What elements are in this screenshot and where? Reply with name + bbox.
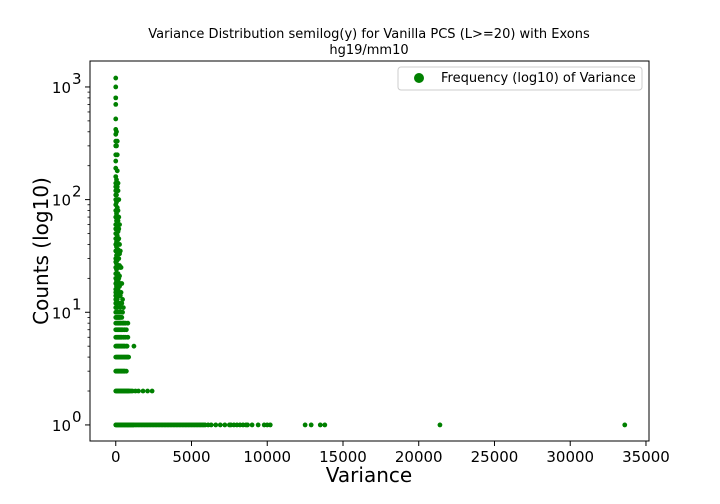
legend-label: Frequency (log10) of Variance xyxy=(441,71,636,86)
y-tick-label: 10 xyxy=(52,304,71,322)
chart-subtitle: hg19/mm10 xyxy=(329,43,408,58)
data-point xyxy=(245,422,250,428)
data-point xyxy=(116,236,122,242)
data-point xyxy=(115,180,121,186)
y-tick-exponent: 2 xyxy=(72,183,82,201)
data-point xyxy=(123,327,129,333)
y-tick-exponent: 1 xyxy=(72,295,82,313)
data-point xyxy=(116,197,122,203)
data-point xyxy=(117,248,123,254)
data-point xyxy=(120,309,125,315)
data-point xyxy=(222,422,228,428)
data-point xyxy=(120,305,126,311)
x-tick-label: 30000 xyxy=(546,448,594,466)
data-point xyxy=(437,422,443,428)
data-point xyxy=(116,256,122,261)
y-tick-label: 10 xyxy=(52,192,71,210)
data-point xyxy=(118,290,124,295)
data-point xyxy=(308,422,314,428)
data-point xyxy=(119,281,125,286)
legend-marker xyxy=(414,73,424,83)
data-point xyxy=(149,388,155,394)
data-point xyxy=(131,343,137,349)
x-tick-label: 10000 xyxy=(243,448,291,466)
data-point xyxy=(117,222,122,228)
x-tick-label: 35000 xyxy=(622,448,670,466)
data-point xyxy=(124,343,130,349)
data-point xyxy=(113,158,119,164)
data-point xyxy=(267,422,273,428)
y-tick-label: 10 xyxy=(52,417,71,435)
x-axis-ticks: 0 5000 10000 15000 20000 25000 30000 35000 xyxy=(111,441,670,466)
data-point xyxy=(114,297,120,302)
data-point xyxy=(114,143,119,149)
data-point xyxy=(302,422,308,428)
data-point xyxy=(117,242,122,247)
x-tick-label: 5000 xyxy=(172,448,210,466)
data-point xyxy=(115,208,121,213)
data-point xyxy=(116,226,122,232)
data-point xyxy=(213,422,219,428)
chart-title: Variance Distribution semilog(y) for Van… xyxy=(148,27,590,42)
data-point xyxy=(123,368,129,374)
data-point xyxy=(317,422,323,428)
data-point xyxy=(125,334,131,340)
plot-frame xyxy=(89,60,650,442)
y-tick-label: 10 xyxy=(52,79,71,97)
data-point xyxy=(113,95,119,101)
data-point xyxy=(217,422,223,428)
data-point xyxy=(119,300,125,306)
x-tick-label: 0 xyxy=(111,448,121,466)
y-tick-exponent: 3 xyxy=(72,70,82,88)
data-point xyxy=(118,265,124,270)
data-point xyxy=(140,388,146,394)
data-point xyxy=(136,388,141,394)
data-point xyxy=(114,129,119,135)
data-point xyxy=(113,116,119,122)
data-point xyxy=(114,138,120,144)
y-tick-exponent: 0 xyxy=(72,408,82,426)
data-point xyxy=(114,168,120,174)
data-point xyxy=(322,422,328,428)
data-point xyxy=(116,214,122,220)
y-axis-label: Counts (log10) xyxy=(29,177,53,325)
data-point xyxy=(114,184,120,190)
x-axis-label: Variance xyxy=(326,463,412,487)
data-point xyxy=(114,152,120,158)
data-point xyxy=(113,84,119,90)
data-point xyxy=(120,297,125,302)
data-point xyxy=(126,354,132,360)
data-point xyxy=(249,422,255,428)
x-tick-label: 15000 xyxy=(319,448,367,466)
data-point xyxy=(117,273,122,279)
data-point xyxy=(119,315,125,320)
legend-box xyxy=(397,66,643,91)
x-tick-label: 20000 xyxy=(395,448,443,466)
data-points xyxy=(113,75,628,428)
legend: Frequency (log10) of Variance xyxy=(397,66,643,91)
data-point xyxy=(115,218,121,224)
data-point xyxy=(113,75,119,81)
data-point xyxy=(113,102,119,107)
data-point xyxy=(115,188,121,194)
data-point xyxy=(622,422,628,428)
data-point xyxy=(208,422,214,428)
data-point xyxy=(125,320,131,326)
data-point xyxy=(114,192,119,198)
x-tick-label: 25000 xyxy=(471,448,519,466)
data-point xyxy=(255,422,261,428)
data-point xyxy=(145,388,150,394)
